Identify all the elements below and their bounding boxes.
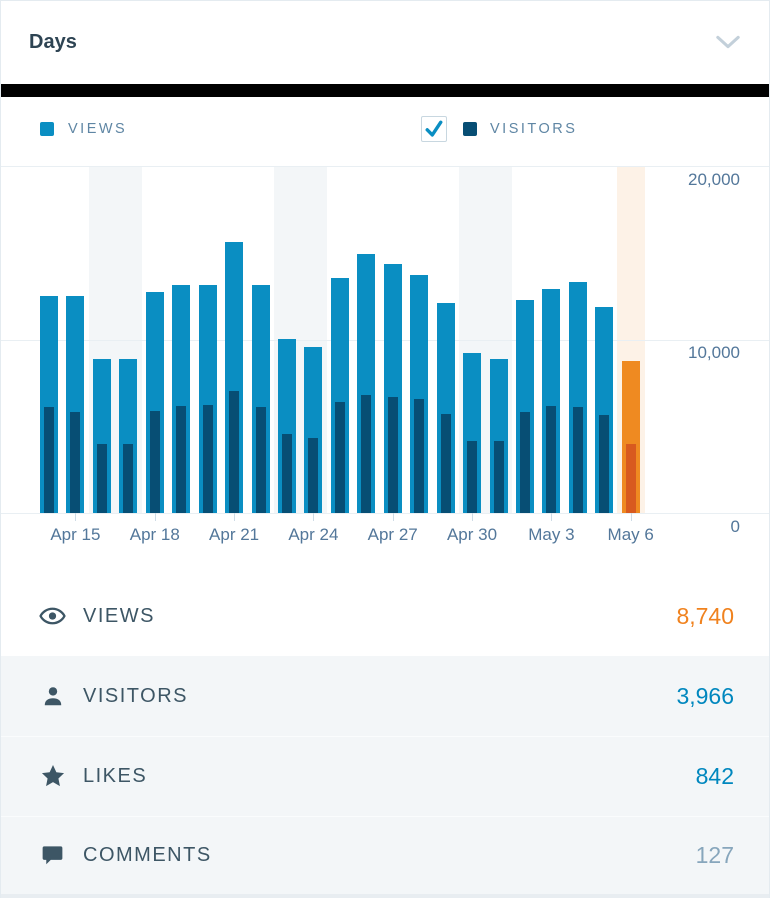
legend-views-label: VIEWS: [68, 121, 128, 137]
x-axis-tick: [551, 513, 553, 521]
summary-value: 127: [695, 841, 734, 868]
legend-visitors-label: VISITORS: [490, 121, 578, 137]
bar-visitors[interactable]: [519, 412, 530, 513]
summary-label: VIEWS: [83, 604, 155, 627]
comment-icon: [39, 842, 66, 869]
bar-visitors[interactable]: [255, 407, 266, 513]
bar-visitors[interactable]: [308, 438, 319, 513]
summary-row-comments[interactable]: COMMENTS 127: [1, 816, 769, 894]
bar-chart: 20,000 10,000 0 Apr 15 Apr 18 Apr 21 Apr 24…: [1, 161, 769, 576]
x-axis-tick: [154, 513, 156, 521]
summary-row-likes[interactable]: LIKES 842: [1, 736, 769, 816]
gridline: [1, 166, 769, 167]
bar-visitors[interactable]: [572, 407, 583, 513]
legend-item-visitors: VISITORS: [421, 97, 577, 161]
bar-visitors[interactable]: [387, 397, 398, 513]
summary-label: LIKES: [83, 764, 148, 787]
x-axis-tick: [392, 513, 394, 521]
bar-visitors[interactable]: [414, 399, 425, 513]
visitors-checkbox[interactable]: [421, 116, 447, 142]
separator-bar: [1, 84, 769, 97]
eye-icon: [39, 603, 66, 630]
summary-value: 3,966: [676, 682, 734, 709]
bar-visitors[interactable]: [440, 414, 451, 513]
summary-row-views[interactable]: VIEWS 8,740: [1, 576, 769, 656]
x-axis-label: Apr 15: [50, 525, 101, 544]
chart-legend: VIEWS VISITORS: [1, 97, 769, 161]
x-axis-label: Apr 30: [446, 525, 498, 544]
bar-visitors[interactable]: [229, 391, 240, 513]
x-axis-tick: [472, 513, 473, 521]
x-axis-tick: [75, 513, 77, 521]
y-axis-label: 0: [730, 517, 740, 536]
x-axis-label: Apr 24: [288, 525, 339, 544]
bar-visitors[interactable]: [625, 444, 636, 513]
bar-visitors[interactable]: [599, 415, 610, 513]
person-icon: [39, 683, 66, 710]
views-swatch: [40, 122, 54, 136]
summary-value: 842: [695, 762, 734, 789]
y-axis-label: 20,000: [688, 170, 740, 189]
chevron-down-icon[interactable]: [713, 29, 743, 55]
bar-visitors[interactable]: [70, 412, 81, 513]
summary-value: 8,740: [676, 602, 734, 629]
x-axis-tick: [630, 513, 632, 521]
page-title: Days: [29, 31, 77, 53]
x-axis-label: May 6: [607, 525, 654, 544]
bar-visitors[interactable]: [44, 407, 54, 513]
bar-visitors[interactable]: [149, 411, 160, 513]
bar-visitors[interactable]: [467, 441, 477, 513]
checkmark-icon: [425, 120, 443, 137]
summary-label: VISITORS: [83, 684, 188, 707]
page-background-strip: [1, 894, 769, 898]
visitors-swatch: [463, 122, 477, 136]
star-icon: [39, 763, 66, 790]
bar-visitors[interactable]: [202, 405, 213, 513]
period-selector[interactable]: Days: [1, 0, 769, 84]
x-axis-tick: [234, 513, 236, 521]
x-axis-label: Apr 18: [129, 525, 180, 544]
legend-item-views: VIEWS: [40, 97, 127, 161]
x-axis-label: May 3: [528, 525, 575, 544]
bar-visitors[interactable]: [282, 434, 292, 513]
bar-visitors[interactable]: [96, 444, 107, 513]
summary-label: COMMENTS: [83, 843, 212, 866]
bar-visitors[interactable]: [361, 395, 372, 513]
y-axis-label: 10,000: [688, 343, 740, 362]
bar-visitors[interactable]: [123, 444, 134, 513]
x-axis-label: Apr 21: [209, 525, 260, 544]
bar-visitors[interactable]: [546, 406, 557, 513]
x-axis-tick: [313, 513, 315, 521]
gridline: [1, 513, 769, 514]
bar-visitors[interactable]: [493, 441, 504, 513]
x-axis-label: Apr 27: [367, 525, 418, 544]
bar-visitors[interactable]: [176, 406, 187, 513]
summary-row-visitors[interactable]: VISITORS 3,966: [1, 656, 769, 736]
bar-visitors[interactable]: [334, 402, 345, 513]
